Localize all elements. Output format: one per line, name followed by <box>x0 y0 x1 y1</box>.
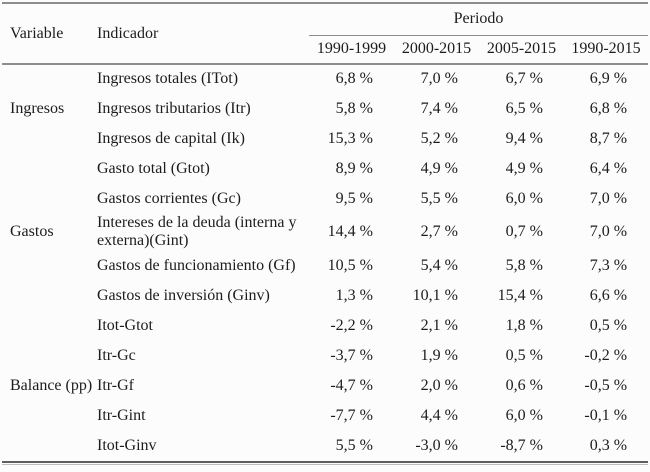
value-cell: 5,5 % <box>335 436 373 454</box>
indicator-label: Gastos de funcionamiento (Gf) <box>97 256 296 274</box>
column-header-periodo: Periodo <box>309 4 649 36</box>
value-cell: 5,4 % <box>420 256 458 274</box>
value-cell: 6,0 % <box>505 406 543 424</box>
value-cell: -0,5 % <box>584 376 628 394</box>
value-cell: -3,7 % <box>330 346 373 364</box>
value-cell: -2,2 % <box>330 316 373 334</box>
header-row-top: Variable Indicador Periodo <box>2 4 649 65</box>
indicator-label: Itr-Gc <box>97 346 136 364</box>
table-row: Ingresos Ingresos totales (ITot) 6,8 % 7,0 … <box>2 64 648 117</box>
table-row: Gastos de funcionamiento (Gf) 10,5 % 5,4 %… <box>2 251 648 281</box>
bottom-rule-shadow <box>2 463 648 465</box>
value-cell: 2,7 % <box>420 223 458 241</box>
value-cell: -4,7 % <box>330 376 373 394</box>
value-cell: 6,5 % <box>505 99 543 117</box>
table-row: Ingresos tributarios (Itr) 5,8 % 7,4 % 6,5 … <box>2 94 648 124</box>
table-row: Itr-Gc -3,7 % 1,9 % 0,5 % -0,2 % <box>2 341 648 371</box>
indicator-label: Ingresos tributarios (Itr) <box>97 99 251 117</box>
column-header-period-3: 2005-2015 <box>479 35 564 65</box>
value-cell: 6,0 % <box>505 189 543 207</box>
value-cell: 7,0 % <box>589 189 628 207</box>
value-cell: 8,7 % <box>589 129 628 147</box>
value-cell: 5,5 % <box>420 189 458 207</box>
value-cell: 0,5 % <box>505 346 543 364</box>
value-cell: 2,1 % <box>420 316 458 334</box>
column-header-variable: Variable <box>2 4 97 65</box>
value-cell: 7,4 % <box>420 99 458 117</box>
value-cell: 8,9 % <box>335 159 373 177</box>
variable-group-label: Gastos <box>10 223 54 241</box>
value-cell: 1,8 % <box>505 316 543 334</box>
value-cell: -3,0 % <box>415 436 458 454</box>
indicator-label: Ingresos totales (ITot) <box>97 70 239 88</box>
value-cell: 5,8 % <box>505 256 543 274</box>
value-cell: 6,8 % <box>335 70 373 88</box>
indicator-label: Gastos corrientes (Gc) <box>97 189 241 207</box>
header-row-periods: 1990-1999 2000-2015 2005-2015 1990-2015 <box>2 35 649 65</box>
value-cell: 1,3 % <box>335 286 373 304</box>
indicator-label: Gastos de inversión (Ginv) <box>97 286 270 304</box>
value-cell: 4,9 % <box>420 159 458 177</box>
value-cell: 6,7 % <box>505 70 543 88</box>
indicator-label: Gasto total (Gtot) <box>97 159 210 177</box>
table-row: Ingresos de capital (Ik) 15,3 % 5,2 % 9,4 %… <box>2 124 648 154</box>
value-cell: 0,7 % <box>505 223 543 241</box>
value-cell: 7,0 % <box>589 223 628 241</box>
value-cell: 4,9 % <box>505 159 543 177</box>
indicator-label: Itot-Gtot <box>97 316 153 334</box>
column-header-period-4: 1990-2015 <box>564 35 649 65</box>
value-cell: 7,0 % <box>420 70 458 88</box>
value-cell: -7,7 % <box>330 406 373 424</box>
table-row: Itot-Ginv 5,5 % -3,0 % -8,7 % 0,3 % <box>2 431 648 461</box>
value-cell: 2,0 % <box>420 376 458 394</box>
table-row: Intereses de la deuda (interna y externa… <box>2 214 648 251</box>
value-cell: 14,4 % <box>327 223 373 241</box>
table-header: Variable Indicador Periodo 1990-1999 200… <box>2 4 649 65</box>
value-cell: 10,1 % <box>412 286 458 304</box>
value-cell: 15,3 % <box>327 129 373 147</box>
table-row: Balance (pp) Itot-Gtot -2,2 % 2,1 % 1,8 % 0,5… <box>2 311 648 394</box>
table-body: Ingresos Ingresos totales (ITot) 6,8 % 7,0 … <box>2 64 648 461</box>
value-cell: 9,5 % <box>335 189 373 207</box>
table-row: Gastos de inversión (Ginv) 1,3 % 10,1 % 15,… <box>2 281 648 311</box>
table-row: Gastos corrientes (Gc) 9,5 % 5,5 % 6,0 % 7,0… <box>2 184 648 214</box>
variable-group-label: Ingresos <box>10 100 65 118</box>
period-statistics-table: Variable Indicador Periodo 1990-1999 200… <box>2 4 649 461</box>
table-row: Itr-Gint -7,7 % 4,4 % 6,0 % -0,1 % <box>2 401 648 431</box>
value-cell: 6,6 % <box>589 286 628 304</box>
value-cell: 6,4 % <box>589 159 628 177</box>
value-cell: -0,1 % <box>584 406 628 424</box>
value-cell: 0,6 % <box>505 376 543 394</box>
value-cell: 0,3 % <box>589 436 628 454</box>
indicator-label: Intereses de la deuda (interna y externa… <box>97 214 297 250</box>
bottom-rule <box>2 460 648 463</box>
value-cell: -8,7 % <box>500 436 543 454</box>
value-cell: 0,5 % <box>589 316 628 334</box>
indicator-label: Itr-Gf <box>97 376 134 394</box>
value-cell: 6,9 % <box>589 70 628 88</box>
value-cell: 7,3 % <box>589 256 628 274</box>
indicator-label: Itr-Gint <box>97 406 146 424</box>
value-cell: 9,4 % <box>505 129 543 147</box>
value-cell: 15,4 % <box>497 286 543 304</box>
column-header-period-2: 2000-2015 <box>394 35 479 65</box>
variable-group-label: Balance (pp) <box>10 376 93 394</box>
value-cell: 4,4 % <box>420 406 458 424</box>
value-cell: 5,2 % <box>420 129 458 147</box>
table-row: Itr-Gf -4,7 % 2,0 % 0,6 % -0,5 % <box>2 371 648 401</box>
indicator-label: Itot-Ginv <box>97 436 157 454</box>
value-cell: 10,5 % <box>327 256 373 274</box>
value-cell: -0,2 % <box>584 346 628 364</box>
value-cell: 1,9 % <box>420 346 458 364</box>
top-rule <box>2 2 648 4</box>
value-cell: 5,8 % <box>335 99 373 117</box>
column-header-period-1: 1990-1999 <box>309 35 394 65</box>
table-row: Gastos Gasto total (Gtot) 8,9 % 4,9 % 4,9 % 6… <box>2 154 648 240</box>
value-cell: 6,8 % <box>589 99 628 117</box>
column-header-indicador: Indicador <box>97 4 309 65</box>
indicator-label: Ingresos de capital (Ik) <box>97 129 245 147</box>
